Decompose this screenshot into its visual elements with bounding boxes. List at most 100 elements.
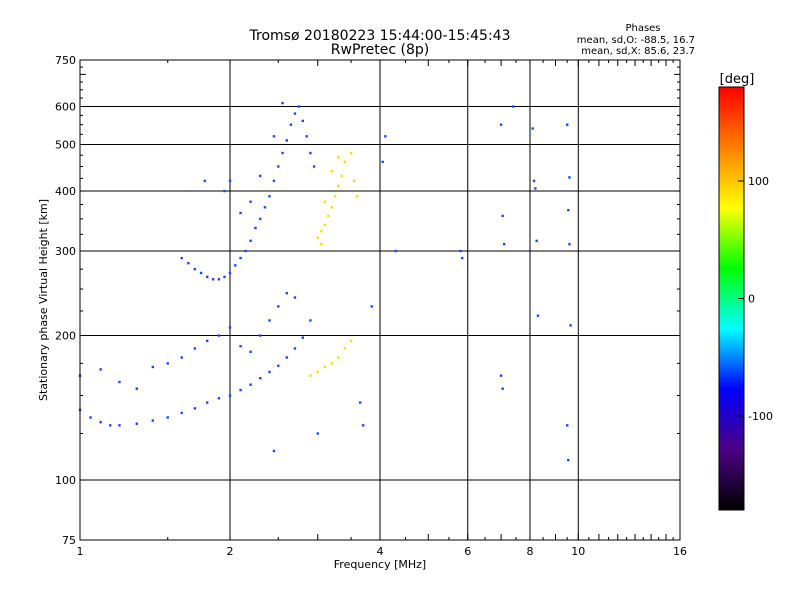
data-point xyxy=(135,422,138,425)
data-point xyxy=(180,411,183,415)
data-point xyxy=(151,365,155,369)
data-point xyxy=(301,336,305,339)
data-point xyxy=(249,200,252,203)
y-tick-label: 400 xyxy=(55,185,76,198)
data-point xyxy=(565,123,569,126)
data-point xyxy=(349,339,353,343)
data-point xyxy=(337,184,340,188)
grid-lines xyxy=(80,60,680,540)
data-point xyxy=(501,214,504,218)
colorbar-tick-label: -100 xyxy=(748,410,773,423)
data-point xyxy=(277,364,280,367)
data-point xyxy=(203,179,206,183)
chart-subtitle: RwPretec (8p) xyxy=(331,42,429,58)
data-point xyxy=(99,368,102,371)
data-point xyxy=(187,261,190,265)
data-point xyxy=(228,179,232,183)
data-point xyxy=(199,271,203,275)
data-point xyxy=(567,208,570,212)
x-tick-label: 8 xyxy=(527,545,534,558)
data-point xyxy=(109,424,112,427)
data-point xyxy=(193,407,197,410)
data-point xyxy=(305,135,308,138)
data-point xyxy=(343,160,347,164)
data-point xyxy=(309,319,312,322)
data-point xyxy=(343,347,347,350)
data-point xyxy=(239,256,242,260)
data-point xyxy=(568,242,571,246)
data-point xyxy=(272,449,276,453)
data-point xyxy=(316,236,319,239)
data-point xyxy=(244,249,247,253)
data-point xyxy=(118,380,121,384)
stats-line-x: mean, sd,X: 85.6, 23.7 xyxy=(581,46,695,57)
data-point xyxy=(180,256,183,260)
data-point xyxy=(180,356,183,359)
data-point xyxy=(309,151,312,155)
data-point xyxy=(297,105,301,108)
y-tick-label: 75 xyxy=(62,534,76,547)
data-point xyxy=(166,416,169,419)
data-point xyxy=(193,267,197,271)
data-point xyxy=(337,356,340,359)
data-point xyxy=(205,339,209,343)
data-point xyxy=(263,206,267,209)
data-point xyxy=(337,156,340,159)
data-point xyxy=(330,206,333,209)
y-tick-label: 200 xyxy=(55,330,76,343)
x-tick-label: 1 xyxy=(77,545,84,558)
data-point xyxy=(531,127,534,130)
data-point xyxy=(259,217,262,221)
data-point xyxy=(532,179,536,183)
data-point xyxy=(323,223,327,227)
data-point xyxy=(285,356,288,359)
data-point xyxy=(534,187,537,190)
data-point xyxy=(281,151,284,155)
x-tick-label: 10 xyxy=(571,545,585,558)
data-point xyxy=(535,239,538,243)
data-point xyxy=(569,324,572,327)
stats-line-o: mean, sd,O: -88.5, 16.7 xyxy=(577,35,695,46)
colorbar-tick-label: 100 xyxy=(748,175,769,188)
data-point xyxy=(568,176,571,179)
data-point xyxy=(272,179,276,183)
data-point xyxy=(301,119,305,123)
data-point xyxy=(309,374,312,377)
data-point xyxy=(320,242,323,246)
data-point xyxy=(249,239,252,243)
data-point xyxy=(259,376,262,380)
data-point xyxy=(217,334,221,337)
data-point xyxy=(239,345,242,348)
data-point xyxy=(361,424,365,427)
chart-title: Tromsø 20180223 15:44:00-15:45:43 xyxy=(249,28,511,44)
data-point xyxy=(249,383,252,386)
x-tick-label: 2 xyxy=(227,545,234,558)
data-point xyxy=(99,420,102,424)
data-point xyxy=(289,123,293,126)
data-point xyxy=(502,242,506,246)
colorbar-ticks: 100 0 -100 xyxy=(738,175,773,423)
data-point xyxy=(135,387,138,390)
y-tick-label: 600 xyxy=(55,101,76,114)
data-point xyxy=(461,256,464,260)
data-point xyxy=(499,123,503,126)
stats-heading: Phases xyxy=(625,23,660,34)
x-tick-label: 6 xyxy=(464,545,471,558)
data-point xyxy=(228,271,232,275)
data-point xyxy=(228,326,232,329)
data-point xyxy=(268,319,271,322)
data-point xyxy=(501,387,504,390)
data-point xyxy=(459,249,462,253)
colorbar-tick-label: 0 xyxy=(748,293,755,306)
y-tick-label: 500 xyxy=(55,139,76,152)
data-point xyxy=(567,458,570,462)
colorbar-label: [deg] xyxy=(720,72,755,87)
data-point xyxy=(320,229,323,233)
data-point xyxy=(384,135,387,138)
data-point xyxy=(228,394,232,397)
data-point xyxy=(217,278,221,281)
data-point xyxy=(281,101,284,105)
y-tick-label: 750 xyxy=(55,54,76,67)
data-point xyxy=(239,211,242,215)
